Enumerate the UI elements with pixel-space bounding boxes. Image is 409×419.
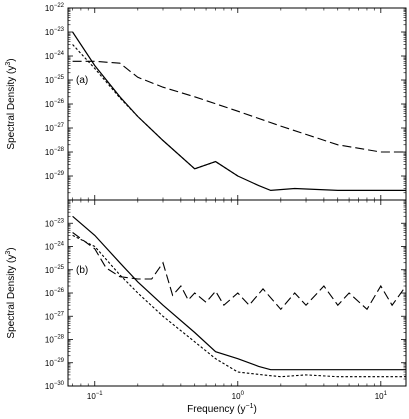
y-tick-label: 10−27 (45, 123, 65, 133)
series-line-dotted (72, 44, 239, 177)
y-tick-label: 10−23 (45, 27, 65, 37)
panel-label: (a) (76, 75, 88, 86)
y-axis-ticks (68, 200, 406, 387)
y-axis-label: Spectral Density (y3) (5, 247, 17, 338)
series-line-dashed (72, 60, 406, 153)
x-tick-label: 10−1 (87, 391, 103, 401)
x-tick-label: 101 (375, 391, 388, 401)
y-tick-label: 10−30 (45, 381, 65, 391)
y-axis-tick-labels: 10−29 10−28 10−27 10−26 10−25 10−24 10−23 10−22 (45, 3, 65, 181)
y-axis-tick-labels: 10−30 10−29 10−28 10−27 10−26 10−25 10−24 10−23 (45, 218, 65, 391)
x-axis-ticks (72, 8, 382, 200)
panel-b: 10−30 10−29 10−28 10−27 10−26 10−25 10−24 10−23… (5, 199, 407, 401)
x-axis-tick-labels: 10−1 100 101 (87, 391, 388, 401)
y-tick-label: 10−25 (45, 265, 65, 275)
series-line-dashed (72, 232, 407, 311)
x-tick-label: 100 (232, 391, 245, 401)
y-tick-label: 10−29 (45, 358, 65, 368)
y-axis-label: Spectral Density (y3) (5, 58, 17, 149)
plot-frame (67, 7, 407, 201)
y-tick-label: 10−29 (45, 171, 65, 181)
y-tick-label: 10−27 (45, 311, 65, 321)
x-axis-ticks (72, 200, 382, 386)
series-line-solid (72, 215, 406, 371)
y-axis-ticks (68, 7, 406, 194)
series-line-solid (72, 31, 406, 192)
series-line-dotted (72, 234, 406, 378)
y-tick-label: 10−22 (45, 3, 65, 13)
y-tick-label: 10−23 (45, 218, 65, 228)
y-tick-label: 10−25 (45, 75, 65, 85)
x-axis-label: Frequency (y−1) (187, 403, 257, 415)
y-tick-label: 10−24 (45, 242, 65, 252)
y-tick-label: 10−26 (45, 99, 65, 109)
panel-label: (b) (76, 265, 88, 276)
y-tick-label: 10−24 (45, 51, 65, 61)
y-tick-label: 10−26 (45, 288, 65, 298)
panel-a: 10−29 10−28 10−27 10−26 10−25 10−24 10−23 10−22… (5, 3, 407, 201)
y-tick-label: 10−28 (45, 147, 65, 157)
y-tick-label: 10−28 (45, 335, 65, 345)
